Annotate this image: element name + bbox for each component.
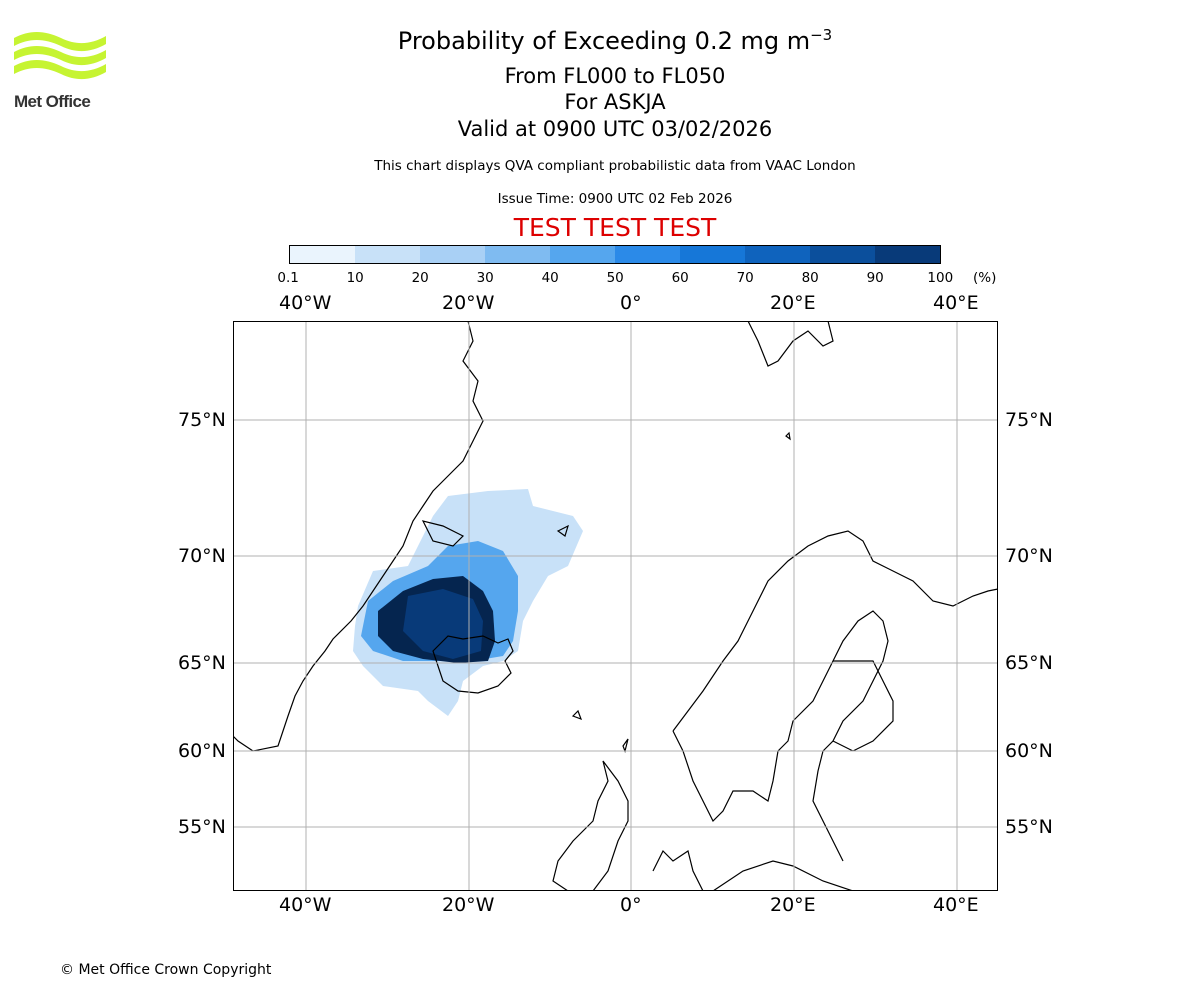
logo-text: Met Office (14, 92, 91, 111)
test-banner: TEST TEST TEST (513, 213, 717, 242)
scandinavia-coast (672, 530, 998, 732)
lon-label-bottom-40w: 40°W (279, 894, 332, 916)
disclaimer-text: This chart displays QVA compliant probab… (374, 158, 856, 174)
lon-label-bottom-40e: 40°E (933, 894, 979, 916)
title-exponent: −3 (810, 26, 833, 44)
lat-label-right-70n: 70°N (1005, 545, 1053, 567)
plume-core-dark (403, 589, 483, 659)
lon-label-top-40e: 40°E (933, 292, 979, 314)
colorbar-tick-label: 0.1 (277, 270, 299, 286)
issue-time: Issue Time: 0900 UTC 02 Feb 2026 (497, 191, 733, 207)
met-office-wave-icon (14, 32, 106, 80)
colorbar-tick-label: 40 (541, 270, 559, 286)
colorbar-segment (550, 246, 616, 263)
colorbar-tick-label: 100 (927, 270, 954, 286)
lat-label-left-60n: 60°N (178, 740, 226, 762)
map-frame (233, 321, 998, 891)
lon-label-top-20w: 20°W (442, 292, 495, 314)
colorbar-tick-label: 60 (671, 270, 689, 286)
lon-label-bottom-0: 0° (620, 894, 642, 916)
lon-label-top-20e: 20°E (770, 292, 816, 314)
lat-label-left-65n: 65°N (178, 652, 226, 674)
colorbar-segment (485, 246, 551, 263)
colorbar-segment (875, 246, 941, 263)
colorbar-segment (355, 246, 421, 263)
lat-label-left-75n: 75°N (178, 409, 226, 431)
gridlines (233, 321, 998, 891)
colorbar-tick-label: 90 (866, 270, 884, 286)
lon-label-bottom-20e: 20°E (770, 894, 816, 916)
colorbar-tick-label: 20 (411, 270, 429, 286)
svalbard-coast (747, 321, 834, 367)
met-office-logo: Met Office (14, 30, 108, 114)
colorbar-segment (290, 246, 356, 263)
ash-plume (353, 489, 583, 716)
lat-label-right-65n: 65°N (1005, 652, 1053, 674)
coastlines (233, 321, 998, 891)
title-prefix: Probability of Exceeding 0.2 mg m (397, 27, 811, 55)
lon-label-top-0: 0° (620, 292, 642, 314)
copyright-text: © Met Office Crown Copyright (60, 962, 272, 978)
lon-label-bottom-20w: 20°W (442, 894, 495, 916)
colorbar-unit: (%) (973, 270, 997, 286)
colorbar-segment (810, 246, 876, 263)
flight-level-subtitle: From FL000 to FL050 (504, 64, 726, 88)
lat-label-right-55n: 55°N (1005, 816, 1053, 838)
britain-coast (552, 760, 629, 891)
valid-time-subtitle: Valid at 0900 UTC 03/02/2026 (457, 117, 773, 141)
colorbar-segment (420, 246, 486, 263)
colorbar-tick-label: 50 (606, 270, 624, 286)
probability-colorbar (289, 245, 941, 264)
volcano-subtitle: For ASKJA (564, 90, 666, 114)
greenland-coast (233, 321, 484, 752)
colorbar-border (289, 245, 941, 264)
colorbar-tick-label: 30 (476, 270, 494, 286)
colorbar-tick-label: 10 (346, 270, 364, 286)
chart-title: Probability of Exceeding 0.2 mg m−3 (0, 26, 1200, 55)
colorbar-tick-label: 80 (801, 270, 819, 286)
lat-label-right-75n: 75°N (1005, 409, 1053, 431)
colorbar-segment (615, 246, 681, 263)
map-panel (233, 321, 998, 891)
lon-label-top-40w: 40°W (279, 292, 332, 314)
lat-label-right-60n: 60°N (1005, 740, 1053, 762)
colorbar-segment (745, 246, 811, 263)
lat-label-left-70n: 70°N (178, 545, 226, 567)
colorbar-tick-label: 70 (736, 270, 754, 286)
lat-label-left-55n: 55°N (178, 816, 226, 838)
colorbar-segment (680, 246, 746, 263)
iceland-coast (432, 635, 514, 694)
